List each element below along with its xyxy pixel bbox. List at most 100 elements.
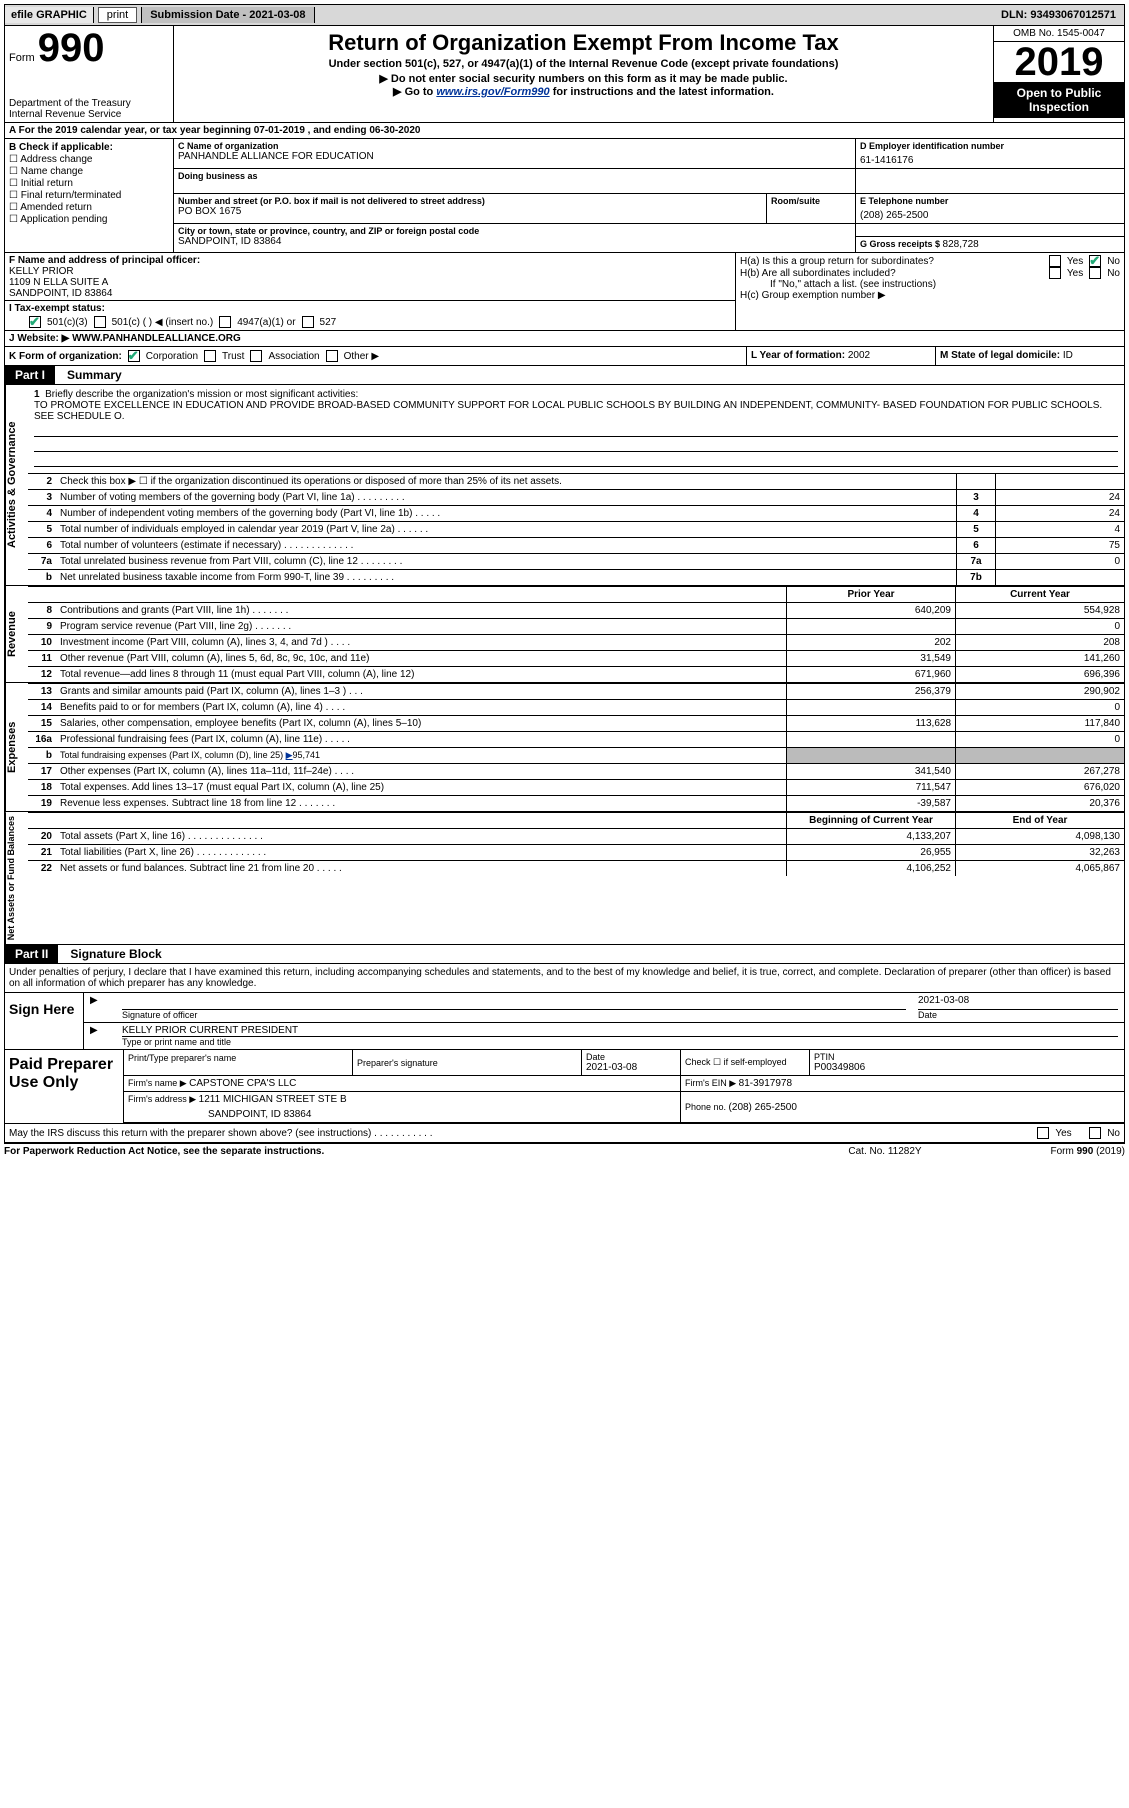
discuss-yes[interactable] xyxy=(1037,1127,1049,1139)
tel-value: (208) 265-2500 xyxy=(860,210,1120,221)
dba-label: Doing business as xyxy=(178,171,851,181)
ha-label: H(a) Is this a group return for subordin… xyxy=(740,256,1043,267)
current-year-hdr: Current Year xyxy=(956,587,1125,603)
declaration: Under penalties of perjury, I declare th… xyxy=(4,964,1125,993)
room-label: Room/suite xyxy=(771,196,851,206)
table-row: 17Other expenses (Part IX, column (A), l… xyxy=(28,764,1124,780)
year-formation: 2002 xyxy=(848,350,870,361)
line-a: A For the 2019 calendar year, or tax yea… xyxy=(4,123,1125,139)
subtitle-2: ▶ Do not enter social security numbers o… xyxy=(180,72,987,85)
ha-yes[interactable] xyxy=(1049,255,1061,267)
table-row: 10Investment income (Part VIII, column (… xyxy=(28,635,1124,651)
chk-application-pending[interactable]: ☐ Application pending xyxy=(9,214,169,225)
table-row: 2Check this box ▶ ☐ if the organization … xyxy=(28,474,1124,490)
officer-name-title: KELLY PRIOR CURRENT PRESIDENT xyxy=(122,1025,1118,1037)
efile-label: efile GRAPHIC xyxy=(5,7,94,23)
c-label: C Name of organization xyxy=(178,141,851,151)
print-button[interactable]: print xyxy=(98,7,137,23)
dept-label: Department of the Treasury Internal Reve… xyxy=(9,98,169,120)
section-net-assets: Net Assets or Fund Balances Beginning of… xyxy=(4,812,1125,945)
chk-501c[interactable] xyxy=(94,316,106,328)
prior-year-hdr: Prior Year xyxy=(787,587,956,603)
block-bcd: B Check if applicable: ☐ Address change … xyxy=(4,139,1125,253)
section-expenses: Expenses 13Grants and similar amounts pa… xyxy=(4,683,1125,812)
table-row: 5Total number of individuals employed in… xyxy=(28,522,1124,538)
gross-label: G Gross receipts $ xyxy=(860,239,943,249)
instructions-link[interactable]: www.irs.gov/Form990 xyxy=(436,86,549,98)
table-row: bTotal fundraising expenses (Part IX, co… xyxy=(28,748,1124,764)
chk-501c3[interactable] xyxy=(29,316,41,328)
table-row: 11Other revenue (Part VIII, column (A), … xyxy=(28,651,1124,667)
mission-label: Briefly describe the organization's miss… xyxy=(45,389,358,400)
table-row: 19Revenue less expenses. Subtract line 1… xyxy=(28,796,1124,812)
governance-table: 2Check this box ▶ ☐ if the organization … xyxy=(28,473,1124,585)
chk-corporation[interactable] xyxy=(128,350,140,362)
section-governance: Activities & Governance 1 Briefly descri… xyxy=(4,385,1125,586)
self-employed-check[interactable]: Check ☐ if self-employed xyxy=(685,1057,805,1068)
chk-address-change[interactable]: ☐ Address change xyxy=(9,154,169,165)
table-row: 14Benefits paid to or for members (Part … xyxy=(28,700,1124,716)
type-print-label: Type or print name and title xyxy=(122,1037,1118,1047)
chk-name-change[interactable]: ☐ Name change xyxy=(9,166,169,177)
chk-4947[interactable] xyxy=(219,316,231,328)
prep-date: 2021-03-08 xyxy=(586,1062,676,1073)
hb-yes[interactable] xyxy=(1049,267,1061,279)
cat-no: Cat. No. 11282Y xyxy=(805,1146,965,1157)
chk-association[interactable] xyxy=(250,350,262,362)
chk-527[interactable] xyxy=(302,316,314,328)
subtitle-3: ▶ Go to www.irs.gov/Form990 for instruct… xyxy=(180,85,987,98)
d-label: D Employer identification number xyxy=(860,141,1120,151)
form-ref: Form 990 (2019) xyxy=(965,1146,1125,1157)
hb-note: If "No," attach a list. (see instruction… xyxy=(740,279,1120,290)
ptin-value: P00349806 xyxy=(814,1062,1120,1073)
column-b: B Check if applicable: ☐ Address change … xyxy=(5,139,174,252)
date-label: Date xyxy=(918,1010,1118,1020)
tax-year: 2019 xyxy=(994,42,1124,82)
ha-no[interactable] xyxy=(1089,255,1101,267)
net-assets-table: Beginning of Current Year End of Year 20… xyxy=(28,812,1124,876)
submission-date: Submission Date - 2021-03-08 xyxy=(141,7,314,23)
row-fh: F Name and address of principal officer:… xyxy=(4,253,1125,331)
officer-name: KELLY PRIOR xyxy=(9,266,731,277)
form-title: Return of Organization Exempt From Incom… xyxy=(180,30,987,56)
table-row: 18Total expenses. Add lines 13–17 (must … xyxy=(28,780,1124,796)
table-row: 6Total number of volunteers (estimate if… xyxy=(28,538,1124,554)
firm-phone: (208) 265-2500 xyxy=(729,1102,797,1113)
table-row: 13Grants and similar amounts paid (Part … xyxy=(28,684,1124,700)
officer-addr2: SANDPOINT, ID 83864 xyxy=(9,288,731,299)
table-row: 22Net assets or fund balances. Subtract … xyxy=(28,861,1124,877)
table-row: 15Salaries, other compensation, employee… xyxy=(28,716,1124,732)
dln: DLN: 93493067012571 xyxy=(993,7,1124,23)
city-value: SANDPOINT, ID 83864 xyxy=(178,236,851,247)
end-year-hdr: End of Year xyxy=(956,813,1125,829)
firm-ein: 81-3917978 xyxy=(739,1078,792,1089)
chk-amended-return[interactable]: ☐ Amended return xyxy=(9,202,169,213)
revenue-label: Revenue xyxy=(5,586,28,682)
revenue-table: Prior Year Current Year 8Contributions a… xyxy=(28,586,1124,682)
row-klm: K Form of organization: Corporation Trus… xyxy=(4,347,1125,366)
firm-addr: 1211 MICHIGAN STREET STE B xyxy=(199,1094,347,1105)
chk-initial-return[interactable]: ☐ Initial return xyxy=(9,178,169,189)
hb-no[interactable] xyxy=(1089,267,1101,279)
section-revenue: Revenue Prior Year Current Year 8Contrib… xyxy=(4,586,1125,683)
net-assets-label: Net Assets or Fund Balances xyxy=(5,812,28,944)
hb-label: H(b) Are all subordinates included? xyxy=(740,268,1043,279)
tel-label: E Telephone number xyxy=(860,196,1120,206)
form-number: 990 xyxy=(38,26,105,70)
chk-final-return[interactable]: ☐ Final return/terminated xyxy=(9,190,169,201)
org-name: PANHANDLE ALLIANCE FOR EDUCATION xyxy=(178,151,851,162)
discuss-no[interactable] xyxy=(1089,1127,1101,1139)
subtitle-1: Under section 501(c), 527, or 4947(a)(1)… xyxy=(180,58,987,70)
chk-trust[interactable] xyxy=(204,350,216,362)
expenses-table: 13Grants and similar amounts paid (Part … xyxy=(28,683,1124,811)
sign-here-block: Sign Here ▶ Signature of officer 2021-03… xyxy=(4,993,1125,1050)
table-row: 16aProfessional fundraising fees (Part I… xyxy=(28,732,1124,748)
mission-text: TO PROMOTE EXCELLENCE IN EDUCATION AND P… xyxy=(34,400,1102,422)
k-label: K Form of organization: xyxy=(9,351,122,362)
signature-label: Signature of officer xyxy=(122,1010,906,1020)
paperwork-notice: For Paperwork Reduction Act Notice, see … xyxy=(4,1146,805,1157)
website-link[interactable]: WWW.PANHANDLEALLIANCE.ORG xyxy=(72,333,241,344)
begin-year-hdr: Beginning of Current Year xyxy=(787,813,956,829)
chk-other[interactable] xyxy=(326,350,338,362)
row-j: J Website: ▶ WWW.PANHANDLEALLIANCE.ORG xyxy=(4,331,1125,347)
